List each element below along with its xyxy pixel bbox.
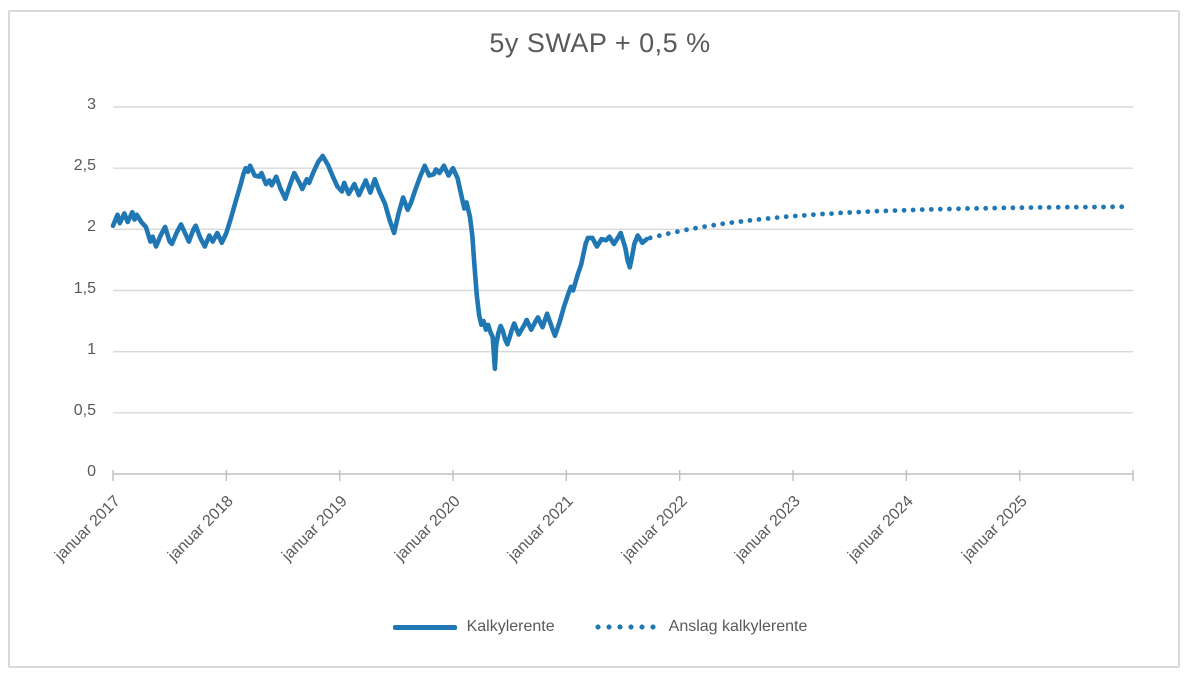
series-anslag-dot bbox=[856, 209, 862, 215]
series-anslag-dot bbox=[711, 222, 717, 228]
series-anslag-dot bbox=[656, 233, 662, 239]
series-anslag-dot bbox=[1092, 204, 1097, 210]
series-anslag-dot bbox=[738, 219, 744, 224]
series-anslag-dot bbox=[1101, 204, 1106, 210]
y-tick-label: 1,5 bbox=[73, 279, 96, 297]
series-anslag-dot bbox=[910, 207, 916, 213]
series-anslag-dot bbox=[1064, 204, 1070, 210]
series-anslag-dot bbox=[1073, 204, 1079, 210]
series-anslag-dot bbox=[675, 229, 680, 235]
y-tick-label: 1 bbox=[87, 340, 96, 358]
series-anslag-dot bbox=[1001, 205, 1007, 211]
series-anslag-dot bbox=[865, 209, 871, 215]
solid-line-swatch-icon bbox=[392, 624, 457, 630]
series-anslag-dot bbox=[965, 206, 970, 211]
series-anslag-dot bbox=[1055, 204, 1061, 210]
series-anslag-dot bbox=[838, 210, 843, 216]
y-tick-label: 3 bbox=[87, 96, 96, 113]
series-anslag-dot bbox=[974, 206, 979, 211]
series-anslag-dot bbox=[1119, 204, 1125, 210]
series-anslag-dot bbox=[947, 206, 952, 212]
series-anslag-dot bbox=[765, 216, 771, 221]
series-anslag-dot bbox=[693, 225, 698, 231]
series-anslag-dot bbox=[1028, 205, 1034, 211]
series-anslag-dot bbox=[992, 205, 998, 211]
legend-item-anslag-kalkylerente: Anslag kalkylerente bbox=[592, 618, 808, 636]
chart-title: 5y SWAP + 0,5 % bbox=[489, 28, 711, 58]
legend-label: Kalkylerente bbox=[466, 618, 555, 635]
series-anslag-dot bbox=[1010, 205, 1016, 211]
series-anslag-dot bbox=[983, 205, 989, 211]
y-tick-label: 0,5 bbox=[73, 401, 96, 419]
series-anslag-dot bbox=[665, 231, 671, 237]
legend: Kalkylerente Anslag kalkylerente bbox=[0, 618, 1200, 636]
series-anslag-dot bbox=[928, 207, 934, 212]
legend-item-kalkylerente: Kalkylerente bbox=[392, 618, 555, 636]
series-anslag-dot bbox=[883, 208, 889, 214]
series-anslag-dot bbox=[1037, 205, 1043, 210]
series-anslag-dot bbox=[756, 217, 762, 222]
series-anslag-dot bbox=[702, 224, 707, 230]
series-anslag-dot bbox=[919, 207, 925, 213]
series-anslag-dot bbox=[937, 206, 943, 212]
dotted-line-swatch-icon bbox=[592, 624, 659, 630]
series-anslag-dot bbox=[892, 208, 898, 214]
series-anslag-dot bbox=[729, 220, 735, 226]
series-anslag-dot bbox=[720, 221, 726, 227]
series-anslag-dot bbox=[829, 211, 834, 217]
series-anslag-dot bbox=[783, 214, 789, 220]
series-anslag-dot bbox=[801, 213, 807, 218]
series-kalkylerente-line bbox=[110, 153, 650, 372]
chart-frame bbox=[8, 10, 1180, 668]
series-anslag-dot bbox=[792, 213, 798, 219]
series-anslag-dot bbox=[811, 212, 816, 218]
series-anslag-dot bbox=[874, 208, 880, 214]
legend-label: Anslag kalkylerente bbox=[668, 618, 808, 635]
series-anslag-dot bbox=[647, 235, 653, 241]
y-tick-label: 0 bbox=[87, 463, 96, 480]
y-tick-label: 2 bbox=[87, 218, 96, 236]
series-anslag-dot bbox=[1019, 205, 1025, 211]
series-anslag-dot bbox=[747, 218, 753, 223]
series-anslag-dot bbox=[684, 227, 689, 233]
series-anslag-dot bbox=[901, 207, 907, 213]
series-anslag-dot bbox=[1083, 204, 1088, 210]
series-anslag-dot bbox=[847, 210, 853, 215]
series-anslag-dot bbox=[1046, 205, 1052, 210]
y-tick-label: 2,5 bbox=[73, 157, 96, 175]
series-anslag-dot bbox=[1110, 204, 1115, 210]
series-anslag-dot bbox=[774, 215, 780, 221]
series-anslag-dot bbox=[820, 211, 825, 217]
series-anslag-dot bbox=[956, 206, 961, 212]
